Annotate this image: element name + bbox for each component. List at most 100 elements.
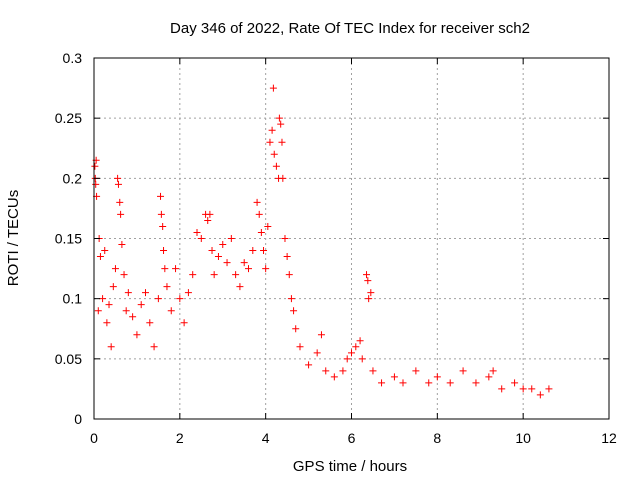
- data-point: [176, 295, 184, 303]
- data-point: [378, 379, 386, 387]
- data-point: [137, 301, 145, 309]
- data-point: [117, 210, 125, 218]
- data-point: [101, 247, 109, 255]
- y-tick-label: 0.3: [63, 50, 83, 66]
- data-point: [240, 259, 248, 267]
- data-point: [317, 331, 325, 339]
- data-point: [114, 180, 122, 188]
- data-point: [150, 343, 158, 351]
- y-tick-label: 0.15: [55, 231, 82, 247]
- data-point: [287, 295, 295, 303]
- tick-labels: 0 0.05 0.1 0.15 0.2 0.25 0.3 0 2 4 6 8 10 12: [55, 50, 617, 446]
- data-point: [210, 271, 218, 279]
- data-point: [352, 343, 360, 351]
- data-point: [161, 265, 169, 273]
- data-point: [91, 162, 99, 170]
- data-point: [305, 361, 313, 369]
- data-point: [219, 241, 227, 249]
- data-point: [367, 289, 375, 297]
- y-tick-label: 0.05: [55, 351, 82, 367]
- axis-ticks: [93, 57, 610, 420]
- data-point: [146, 319, 154, 327]
- data-point: [285, 271, 293, 279]
- data-point: [364, 277, 372, 285]
- data-point: [536, 391, 544, 399]
- chart-title: Day 346 of 2022, Rate Of TEC Index for r…: [170, 20, 530, 37]
- data-point: [272, 162, 280, 170]
- data-point: [399, 379, 407, 387]
- data-point: [275, 114, 283, 122]
- y-tick-label: 0.25: [55, 110, 82, 126]
- data-point: [94, 307, 102, 315]
- data-point: [122, 307, 130, 315]
- data-point: [290, 307, 298, 315]
- y-tick-label: 0.2: [63, 170, 83, 186]
- data-point: [163, 283, 171, 291]
- data-point: [412, 367, 420, 375]
- data-point: [157, 210, 165, 218]
- data-point: [114, 174, 122, 182]
- data-point: [268, 126, 276, 134]
- data-point: [92, 180, 100, 188]
- data-point: [107, 343, 115, 351]
- data-point: [189, 271, 197, 279]
- data-point: [223, 259, 231, 267]
- data-point: [105, 301, 113, 309]
- data-point: [498, 385, 506, 393]
- data-point: [363, 271, 371, 279]
- data-point: [167, 307, 175, 315]
- data-point: [197, 235, 205, 242]
- data-point: [204, 216, 212, 224]
- x-tick-label: 6: [348, 430, 356, 446]
- y-tick-label: 0.1: [63, 291, 83, 307]
- data-point: [322, 367, 330, 375]
- data-point: [365, 295, 373, 303]
- y-tick-label: 0: [74, 411, 82, 427]
- data-point: [545, 385, 553, 393]
- data-points: [91, 84, 553, 399]
- x-axis-label: GPS time / hours: [293, 458, 407, 475]
- data-point: [511, 379, 519, 387]
- data-point: [118, 241, 126, 249]
- data-point: [528, 385, 536, 393]
- data-point: [120, 271, 128, 279]
- x-tick-label: 10: [515, 430, 531, 446]
- data-point: [193, 228, 201, 236]
- data-point: [485, 373, 493, 381]
- data-point: [390, 373, 398, 381]
- data-point: [279, 174, 287, 182]
- data-point: [96, 253, 104, 261]
- data-point: [277, 120, 285, 128]
- data-point: [154, 295, 162, 303]
- data-point: [99, 295, 107, 303]
- data-point: [339, 367, 347, 375]
- data-point: [266, 138, 274, 146]
- data-point: [160, 247, 168, 255]
- data-point: [459, 367, 467, 375]
- data-point: [270, 150, 278, 158]
- data-point: [257, 228, 265, 236]
- data-point: [172, 265, 180, 273]
- data-point: [292, 325, 300, 333]
- data-point: [343, 355, 351, 363]
- data-point: [278, 138, 286, 146]
- data-point: [262, 265, 270, 273]
- data-point: [433, 373, 441, 381]
- x-tick-label: 8: [433, 430, 441, 446]
- data-point: [232, 271, 240, 279]
- data-point: [227, 235, 235, 242]
- data-point: [269, 84, 277, 92]
- data-point: [264, 222, 272, 230]
- data-point: [116, 198, 124, 206]
- x-tick-label: 2: [176, 430, 184, 446]
- data-point: [356, 337, 364, 345]
- data-point: [180, 319, 188, 327]
- data-point: [133, 331, 141, 339]
- data-point: [369, 367, 377, 375]
- data-point: [103, 319, 111, 327]
- data-point: [283, 253, 291, 261]
- x-tick-label: 12: [601, 430, 617, 446]
- x-tick-label: 0: [90, 430, 98, 446]
- data-point: [214, 253, 222, 261]
